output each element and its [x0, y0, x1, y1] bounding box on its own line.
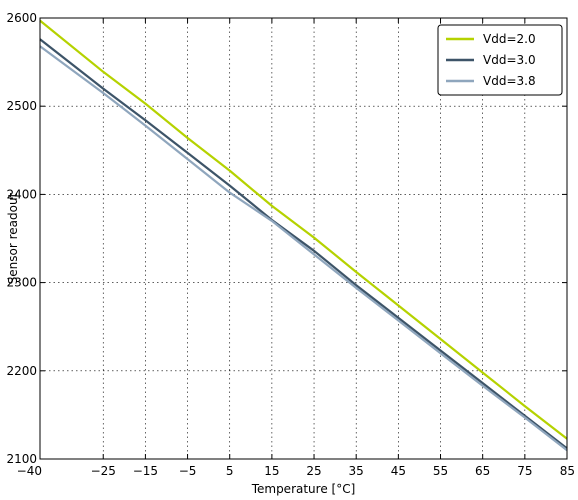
x-tick-label: 35	[349, 464, 364, 478]
y-tick-label: 2300	[6, 276, 37, 290]
y-axis-label: Sensor readout	[6, 192, 20, 284]
axis-ticks	[39, 17, 568, 460]
legend: Vdd=2.0 Vdd=3.0 Vdd=3.8	[437, 24, 563, 96]
legend-label-vdd-2-0: Vdd=2.0	[483, 32, 536, 46]
x-tick-label: 65	[475, 464, 490, 478]
x-tick-label: −40	[17, 464, 42, 478]
x-tick-label: 25	[306, 464, 321, 478]
legend-box	[437, 24, 563, 96]
x-tick-label: 75	[517, 464, 532, 478]
series-line-vdd-3-0	[39, 38, 568, 450]
x-tick-label: −25	[91, 464, 116, 478]
x-tick-label: 15	[264, 464, 279, 478]
x-tick-label: 85	[560, 464, 575, 478]
legend-label-vdd-3-8: Vdd=3.8	[483, 74, 536, 88]
x-tick-label: 45	[391, 464, 406, 478]
y-tick-label: 2600	[6, 11, 37, 25]
y-tick-label: 2400	[6, 187, 37, 201]
x-tick-label: 55	[433, 464, 448, 478]
series-lines	[39, 19, 568, 452]
x-tick-label: −5	[179, 464, 197, 478]
y-tick-label: 2100	[6, 452, 37, 466]
legend-label-vdd-3-0: Vdd=3.0	[483, 53, 536, 67]
x-axis-label: Temperature [°C]	[251, 482, 356, 496]
x-tick-label: 5	[226, 464, 234, 478]
tick-labels: −40 −25 −15 −5 5 15 25 35 45 55 65 75 85 2100 2200 2300…	[6, 11, 575, 478]
series-line-vdd-3-8	[39, 45, 568, 452]
plot-frame	[39, 17, 568, 460]
x-tick-label: −15	[133, 464, 158, 478]
y-tick-label: 2500	[6, 99, 37, 113]
y-tick-label: 2200	[6, 364, 37, 378]
series-line-vdd-2-0	[39, 19, 568, 440]
